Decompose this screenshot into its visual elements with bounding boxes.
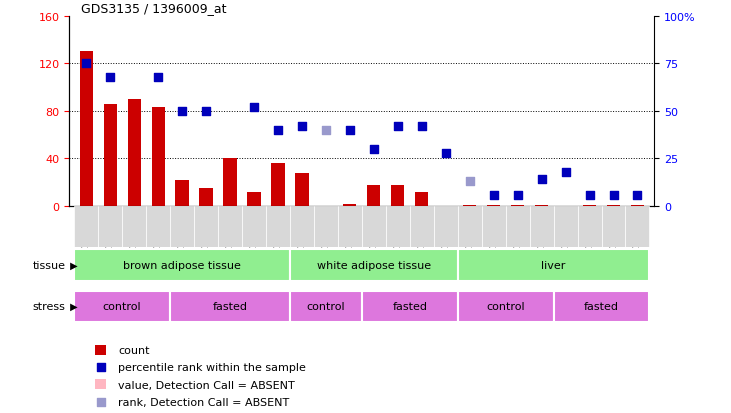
Text: count: count [118,345,150,355]
Bar [290,291,362,322]
Point [512,192,523,198]
Text: ▶: ▶ [67,260,77,270]
Bar [146,206,170,248]
Bar [170,291,290,322]
Bar [151,108,164,206]
Point [440,150,452,157]
Text: percentile rank within the sample: percentile rank within the sample [118,363,306,373]
Point [200,108,212,115]
Point [519,271,531,277]
Bar [104,104,117,206]
Bar [194,206,218,248]
Bar [362,206,386,248]
Point [416,123,428,130]
Bar [362,291,458,322]
Point [248,104,260,111]
Text: stress: stress [33,301,66,311]
Point [583,192,595,198]
Bar [75,206,98,248]
Point [536,177,548,183]
Bar [96,379,106,389]
Bar [530,206,553,248]
Bar [631,205,644,206]
Text: fasted: fasted [393,301,428,312]
Bar [511,205,524,206]
Point [464,178,476,185]
Text: tissue: tissue [33,260,66,270]
Bar [391,185,404,206]
Text: rank, Detection Call = ABSENT: rank, Detection Call = ABSENT [118,397,289,407]
Bar [242,206,266,248]
Bar [290,250,458,281]
Bar [128,100,141,206]
Text: ▶: ▶ [67,301,77,311]
Bar [314,206,338,248]
Bar [553,206,577,248]
Bar [535,205,548,206]
Point [392,123,404,130]
Text: white adipose tissue: white adipose tissue [317,260,431,271]
Bar [386,206,410,248]
Text: value, Detection Call = ABSENT: value, Detection Call = ABSENT [118,380,295,390]
Bar [626,206,649,248]
Text: control: control [103,301,142,312]
Bar [247,192,260,206]
Bar [415,192,428,206]
Bar [433,206,458,248]
Bar [98,206,122,248]
Point [632,192,643,198]
Point [105,74,116,81]
Bar [344,204,357,206]
Point [272,127,284,134]
Text: fasted: fasted [213,301,248,312]
Point [560,169,572,176]
Point [80,61,92,67]
Point [368,146,379,153]
Point [488,192,499,198]
Bar [458,206,482,248]
Bar [75,291,170,322]
Bar [170,206,194,248]
Bar [224,159,237,206]
Bar [583,205,596,206]
Point [607,192,619,198]
Bar [290,206,314,248]
Bar [602,206,626,248]
Bar [458,250,649,281]
Bar [338,206,362,248]
Bar [410,206,433,248]
Point [344,127,356,134]
Bar [506,206,530,248]
Bar [482,206,506,248]
Text: fasted: fasted [584,301,619,312]
Point [152,74,164,81]
Bar [458,291,553,322]
Bar [266,206,290,248]
Bar [295,173,308,206]
Bar [607,205,620,206]
Bar [577,206,602,248]
Bar [463,205,477,206]
Point [320,127,332,134]
Point [296,123,308,130]
Bar [487,205,500,206]
Text: control: control [486,301,525,312]
Bar [80,52,93,206]
Bar [75,250,290,281]
Point [176,108,188,115]
Bar [553,291,649,322]
Text: brown adipose tissue: brown adipose tissue [123,260,241,271]
Text: GDS3135 / 1396009_at: GDS3135 / 1396009_at [81,2,227,15]
Text: control: control [306,301,345,312]
Text: liver: liver [542,260,566,271]
Bar [122,206,146,248]
Bar [175,180,189,206]
Bar [271,164,284,206]
Bar [218,206,242,248]
Bar [96,345,106,355]
Bar [367,185,380,206]
Bar [200,189,213,206]
